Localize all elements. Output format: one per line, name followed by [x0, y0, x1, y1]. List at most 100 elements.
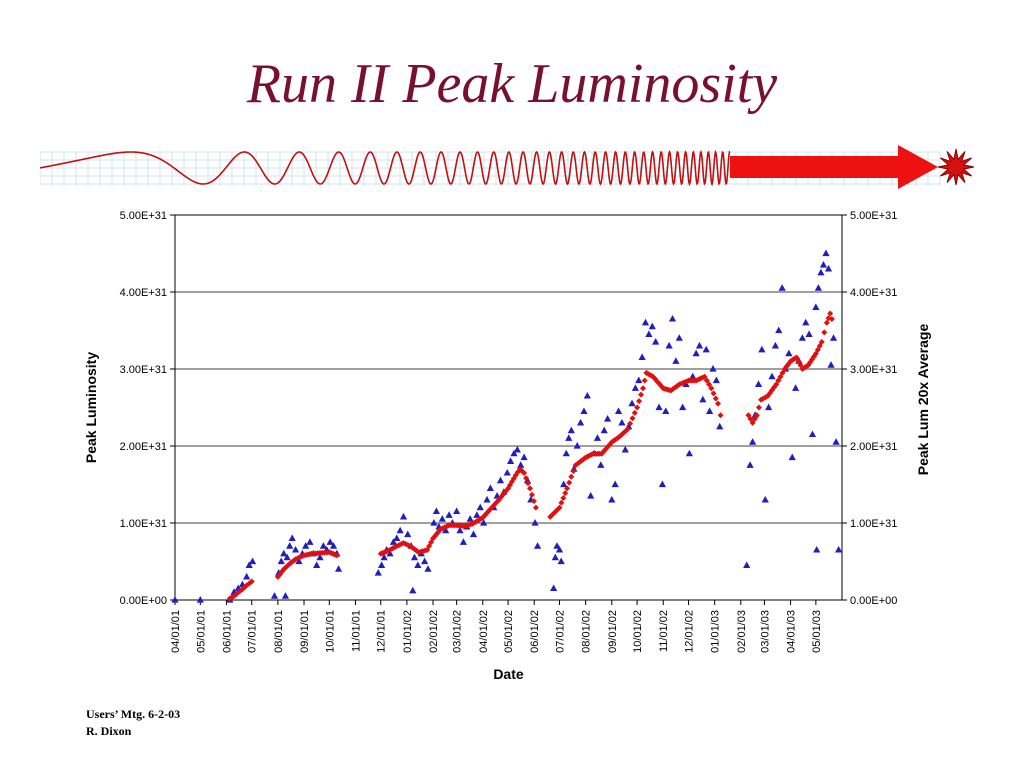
peak-point	[813, 545, 821, 553]
average-point	[248, 578, 255, 585]
average-point	[828, 315, 835, 322]
average-point	[435, 528, 442, 535]
peak-point	[306, 538, 314, 545]
peak-point	[608, 495, 616, 503]
peak-point	[573, 442, 581, 449]
average-point	[292, 556, 299, 563]
peak-point	[808, 430, 817, 438]
peak-point	[386, 549, 394, 557]
average-point	[290, 557, 297, 564]
peak-point	[749, 438, 757, 445]
average-point	[333, 552, 340, 559]
average-point	[634, 404, 641, 411]
x-tick-label: 04/01/01	[170, 610, 182, 653]
peak-point	[510, 449, 518, 457]
peak-point	[326, 538, 334, 545]
peak-point	[171, 596, 179, 603]
x-tick-label: 03/01/03	[759, 610, 771, 653]
average-point	[226, 595, 233, 602]
average-point	[528, 491, 535, 498]
peak-point	[291, 545, 300, 553]
banner-starburst	[937, 148, 975, 186]
average-point	[787, 358, 794, 365]
x-tick-label: 03/01/02	[452, 610, 464, 653]
peak-point	[665, 341, 673, 349]
peak-point	[802, 318, 810, 326]
peak-point	[761, 495, 769, 503]
peak-point	[817, 268, 825, 276]
peak-point	[409, 586, 417, 594]
peak-point	[792, 384, 800, 391]
x-tick-label: 05/01/01	[195, 610, 207, 653]
average-point	[514, 469, 521, 476]
x-tick-label: 11/01/02	[658, 610, 670, 652]
x-tick-label: 08/01/02	[581, 610, 593, 653]
average-point	[523, 475, 530, 482]
average-point	[556, 504, 563, 511]
average-point	[547, 513, 554, 520]
average-point	[400, 540, 407, 547]
peak-point	[456, 526, 464, 534]
average-point	[639, 385, 646, 392]
x-tick-label: 10/01/02	[632, 610, 644, 653]
peak-point	[768, 372, 776, 380]
average-point	[638, 391, 645, 398]
peak-point	[319, 542, 328, 549]
peak-point	[778, 284, 786, 291]
peak-point	[473, 511, 481, 518]
average-point	[703, 377, 710, 384]
average-point	[629, 415, 636, 422]
peak-point	[503, 468, 511, 476]
peak-point	[798, 334, 806, 341]
peak-point	[652, 338, 660, 345]
peak-point	[658, 480, 666, 488]
peak-point	[438, 515, 446, 522]
peak-point	[593, 434, 602, 441]
average-point	[566, 479, 573, 486]
peak-luminosity-series	[171, 249, 843, 603]
y-tick-label: 5.00E+31	[120, 210, 167, 222]
average-point	[652, 376, 659, 383]
average-point	[775, 377, 782, 384]
y2-tick-label: 2.00E+31	[850, 441, 897, 453]
average-point	[821, 329, 828, 336]
peak-point	[822, 249, 830, 257]
average-point	[562, 490, 569, 497]
average-point	[647, 372, 654, 379]
y2-tick-label: 1.00E+31	[850, 518, 897, 530]
x-tick-label: 02/01/03	[736, 610, 748, 653]
average-point	[827, 310, 834, 317]
peak-point	[245, 561, 253, 568]
peak-point	[645, 330, 653, 337]
peak-point	[562, 449, 570, 457]
luminosity-chart: 0.00E+00 1.00E+31 2.00E+31 3.00E+31 4.00E+31…	[83, 210, 931, 682]
peak-point	[827, 361, 835, 368]
average-point	[510, 475, 517, 482]
average-point	[823, 319, 830, 326]
peak-point	[565, 434, 573, 441]
peak-point	[313, 561, 321, 568]
average-point	[443, 523, 450, 530]
average-point	[398, 541, 405, 548]
peak-point	[480, 519, 488, 526]
average-point	[521, 469, 528, 476]
peak-point	[611, 480, 619, 488]
peak-point	[557, 557, 565, 565]
average-point	[755, 404, 762, 411]
slide-footer: Users’ Mtg. 6-2-03 R. Dixon	[86, 706, 180, 740]
peak-point	[597, 461, 605, 468]
average-point	[717, 412, 724, 419]
average-point	[233, 591, 240, 598]
peak-point	[583, 391, 591, 399]
peak-point	[746, 461, 754, 468]
peak-point	[442, 526, 450, 534]
average-point	[532, 504, 539, 511]
average-point	[385, 547, 392, 554]
peak-point	[404, 530, 412, 538]
peak-point	[380, 553, 388, 561]
average-point	[693, 377, 700, 384]
peak-point	[377, 561, 386, 568]
peak-point	[835, 545, 843, 553]
average-point	[641, 377, 648, 384]
y-tick-label: 4.00E+31	[120, 287, 167, 299]
